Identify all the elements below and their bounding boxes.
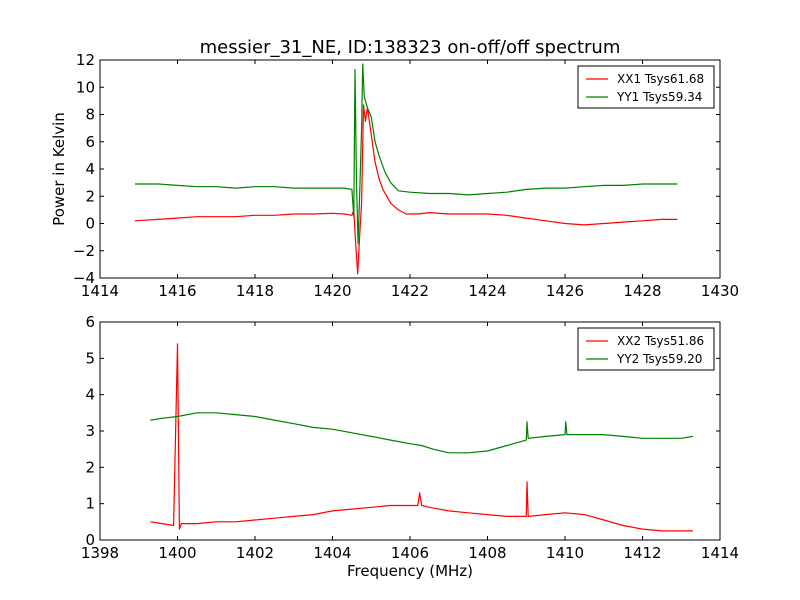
top-series-line-2 <box>134 63 678 245</box>
bottom-legend: XX2 Tsys51.86 YY2 Tsys59.20 <box>577 327 715 371</box>
top-x-tick-label: 1414 <box>81 282 119 300</box>
top-x-tick-label: 1426 <box>546 282 584 300</box>
top-legend-box <box>577 65 715 109</box>
top-y-tick-label: 8 <box>85 106 95 124</box>
bottom-x-tick-label: 1402 <box>236 544 274 562</box>
bottom-legend-box <box>577 327 715 371</box>
top-x-tick-label: 1416 <box>158 282 196 300</box>
bottom-y-tick-label: 3 <box>85 422 95 440</box>
top-x-tick-label: 1430 <box>701 282 739 300</box>
top-x-tick-label: 1420 <box>313 282 351 300</box>
bottom-x-tick-label: 1414 <box>701 544 739 562</box>
bottom-series-line-1 <box>150 343 693 532</box>
bottom-x-tick-label: 1404 <box>313 544 351 562</box>
top-series-line-1 <box>134 104 678 275</box>
bottom-legend-label-1: XX2 Tsys51.86 <box>617 334 704 348</box>
bottom-x-axis-label: Frequency (MHz) <box>347 562 473 580</box>
bottom-y-tick-label: 1 <box>85 495 95 513</box>
chart-title: messier_31_NE, ID:138323 on-off/off spec… <box>200 37 621 58</box>
top-y-tick-label: 10 <box>76 78 95 96</box>
top-y-tick-label: −2 <box>73 242 95 260</box>
bottom-y-tick-label: 5 <box>85 349 95 367</box>
bottom-x-tick-label: 1398 <box>81 544 119 562</box>
bottom-y-tick-label: 6 <box>85 313 95 331</box>
top-x-tick-label: 1422 <box>391 282 429 300</box>
top-panel: 1414 1416 1418 1420 1422 1424 1426 1428 1430 −4 −2… <box>50 51 739 300</box>
top-legend: XX1 Tsys61.68 YY1 Tsys59.34 <box>577 65 715 109</box>
top-x-tick-label: 1428 <box>623 282 661 300</box>
top-series-group <box>134 63 678 275</box>
top-y-tick-label: 12 <box>76 51 95 69</box>
bottom-x-tick-label: 1410 <box>546 544 584 562</box>
bottom-x-tick-label: 1406 <box>391 544 429 562</box>
bottom-x-tick-label: 1400 <box>158 544 196 562</box>
bottom-series-group <box>150 343 693 532</box>
top-x-tick-label: 1418 <box>236 282 274 300</box>
bottom-x-tick-label: 1408 <box>468 544 506 562</box>
bottom-y-tick-label: 4 <box>85 386 95 404</box>
top-legend-label-1: XX1 Tsys61.68 <box>617 72 704 86</box>
top-y-tick-label: 0 <box>85 215 95 233</box>
top-legend-label-2: YY1 Tsys59.34 <box>616 90 702 104</box>
bottom-panel: 1398 1400 1402 1404 1406 1408 1410 1412 1414 0 1 2 3… <box>81 313 739 580</box>
bottom-y-tick-label: 2 <box>85 458 95 476</box>
top-y-axis-label: Power in Kelvin <box>50 112 68 226</box>
top-y-tick-label: 2 <box>85 187 95 205</box>
top-x-tick-label: 1424 <box>468 282 506 300</box>
top-y-tick-label: 4 <box>85 160 95 178</box>
bottom-series-line-2 <box>150 412 693 454</box>
bottom-y-tick-label: 0 <box>85 531 95 549</box>
bottom-legend-label-2: YY2 Tsys59.20 <box>616 352 702 366</box>
top-y-tick-label: 6 <box>85 133 95 151</box>
bottom-x-tick-label: 1412 <box>623 544 661 562</box>
top-y-tick-label: −4 <box>73 269 95 287</box>
